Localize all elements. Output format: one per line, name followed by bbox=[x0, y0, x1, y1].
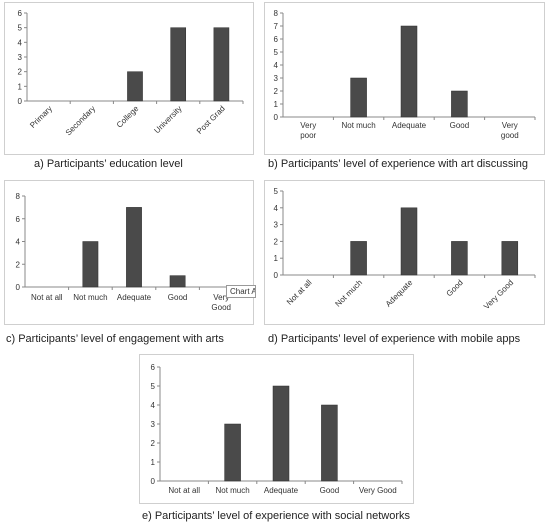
chart-panel-a: 0 1 2 3 4 5 6 Primary Secondary College University… bbox=[4, 2, 254, 155]
x-tick-label: Adequate bbox=[384, 278, 415, 309]
y-tick-label: 2 bbox=[274, 237, 279, 246]
chart-d: 0 1 2 3 4 5 Not at all Not much Adequate Good Very… bbox=[274, 187, 536, 311]
y-tick-label: 4 bbox=[18, 38, 23, 47]
y-tick-label: 3 bbox=[274, 74, 279, 83]
bar bbox=[501, 241, 519, 276]
y-tick-label: 5 bbox=[151, 382, 156, 391]
y-tick-label: 0 bbox=[16, 283, 21, 292]
x-tick-label: Adequate bbox=[264, 486, 299, 495]
y-tick-label: 6 bbox=[274, 35, 279, 44]
chart-area-tooltip: Chart Ar bbox=[226, 285, 256, 298]
y-tick-label: 0 bbox=[151, 477, 156, 486]
bar bbox=[126, 207, 142, 288]
y-tick-label: 5 bbox=[274, 187, 279, 196]
caption-e: e) Participants’ level of experience wit… bbox=[142, 510, 410, 522]
y-tick-label: 8 bbox=[16, 192, 21, 201]
x-tick-label: Very Good bbox=[211, 293, 231, 312]
x-tick-label: Good bbox=[450, 121, 470, 130]
bar bbox=[169, 275, 186, 288]
y-tick-label: 2 bbox=[18, 68, 23, 77]
x-tick-label: Not much bbox=[215, 486, 249, 495]
x-tick-label: Post Grad bbox=[195, 104, 227, 136]
chart-panel-c: 0 2 4 6 8 Not at all Not much Adequate Good Very G… bbox=[4, 180, 254, 325]
y-tick-label: 3 bbox=[18, 53, 23, 62]
y-tick-label: 4 bbox=[274, 61, 279, 70]
x-tick-label: College bbox=[115, 104, 141, 130]
bar bbox=[170, 27, 187, 102]
bar bbox=[321, 404, 338, 482]
y-tick-label: 6 bbox=[151, 363, 156, 372]
bar bbox=[224, 423, 241, 482]
y-tick-label: 4 bbox=[151, 401, 156, 410]
x-tick-label: Not at all bbox=[285, 278, 314, 307]
caption-d: d) Participants’ level of experience wit… bbox=[268, 333, 521, 345]
x-tick-label: Good bbox=[445, 278, 465, 298]
y-tick-label: 6 bbox=[18, 9, 23, 18]
caption-b: b) Participants’ level of experience wit… bbox=[268, 158, 529, 170]
y-tick-label: 1 bbox=[151, 458, 156, 467]
chart-a: 0 1 2 3 4 5 6 Primary Secondary College University… bbox=[18, 9, 244, 137]
chart-panel-d: 0 1 2 3 4 5 Not at all Not much Adequate Good Very… bbox=[264, 180, 545, 325]
x-tick-label: University bbox=[152, 104, 183, 135]
bar bbox=[272, 385, 290, 482]
bar bbox=[451, 90, 468, 118]
x-tick-label: Primary bbox=[28, 104, 54, 130]
chart-e: 0 1 2 3 4 5 6 Not at all Not much Adequate Good Ver… bbox=[151, 363, 403, 495]
y-tick-label: 5 bbox=[18, 24, 23, 33]
y-tick-label: 2 bbox=[151, 439, 156, 448]
x-tick-label: Secondary bbox=[64, 104, 97, 137]
y-tick-label: 7 bbox=[274, 22, 279, 31]
y-tick-label: 1 bbox=[18, 82, 23, 91]
bar bbox=[127, 71, 143, 102]
y-tick-label: 1 bbox=[274, 100, 279, 109]
x-tick-label: Good bbox=[168, 293, 188, 302]
caption-a: a) Participants’ education level bbox=[34, 158, 183, 170]
y-tick-label: 5 bbox=[274, 48, 279, 57]
bar bbox=[82, 241, 99, 288]
y-tick-label: 0 bbox=[274, 271, 279, 280]
y-tick-label: 8 bbox=[274, 9, 279, 18]
bar bbox=[213, 27, 230, 102]
x-tick-label: Adequate bbox=[392, 121, 427, 130]
y-tick-label: 3 bbox=[274, 221, 279, 230]
x-tick-label: Not at all bbox=[168, 486, 200, 495]
chart-panel-b: 0 1 2 3 4 5 6 7 8 Very poor Not much Adequate Good Ver… bbox=[264, 2, 545, 155]
x-tick-label: Very Good bbox=[359, 486, 397, 495]
y-tick-label: 2 bbox=[16, 260, 21, 269]
chart-c: 0 2 4 6 8 Not at all Not much Adequate Good Very G… bbox=[16, 192, 244, 312]
bar bbox=[400, 207, 418, 276]
bar bbox=[350, 241, 367, 276]
y-tick-label: 1 bbox=[274, 254, 279, 263]
y-tick-label: 0 bbox=[274, 113, 279, 122]
bar bbox=[451, 241, 468, 276]
x-tick-label: Not much bbox=[73, 293, 107, 302]
x-tick-label: Not much bbox=[333, 278, 364, 309]
y-tick-label: 4 bbox=[274, 204, 279, 213]
y-tick-label: 3 bbox=[151, 420, 156, 429]
bar bbox=[400, 25, 418, 118]
chart-b: 0 1 2 3 4 5 6 7 8 Very poor Not much Adequate Good Ver… bbox=[274, 9, 536, 140]
chart-panel-e: 0 1 2 3 4 5 6 Not at all Not much Adequate Good Ver… bbox=[139, 354, 414, 504]
x-tick-label: Not at all bbox=[31, 293, 63, 302]
y-tick-label: 0 bbox=[18, 97, 23, 106]
x-tick-label: Good bbox=[320, 486, 340, 495]
bar bbox=[350, 77, 367, 118]
caption-c: c) Participants’ level of engagement wit… bbox=[6, 333, 224, 345]
x-tick-label: Very good bbox=[501, 121, 519, 140]
x-tick-label: Very Good bbox=[482, 278, 515, 311]
x-tick-label: Very poor bbox=[300, 121, 316, 140]
y-tick-label: 4 bbox=[16, 238, 21, 247]
x-tick-label: Adequate bbox=[117, 293, 152, 302]
y-tick-label: 6 bbox=[16, 215, 21, 224]
x-tick-label: Not much bbox=[341, 121, 375, 130]
y-tick-label: 2 bbox=[274, 87, 279, 96]
